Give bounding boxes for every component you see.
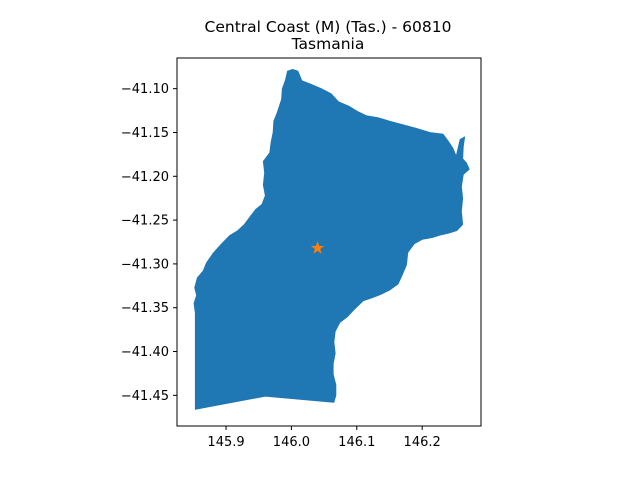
x-tick-label: 146.0 bbox=[273, 435, 310, 450]
y-tick-label: −41.15 bbox=[121, 126, 169, 141]
y-tick-label: −41.20 bbox=[121, 170, 169, 185]
x-tick-label: 146.1 bbox=[338, 435, 375, 450]
x-tick-label: 145.9 bbox=[207, 435, 244, 450]
y-tick-label: −41.30 bbox=[121, 257, 169, 272]
figure-title-line1: Central Coast (M) (Tas.) - 60810 bbox=[205, 18, 452, 36]
y-tick-label: −41.40 bbox=[121, 345, 169, 360]
axes-frame bbox=[176, 57, 482, 427]
x-tick-label: 146.2 bbox=[404, 435, 441, 450]
map-layer bbox=[193, 69, 470, 410]
centroid-star-icon bbox=[310, 241, 325, 254]
y-tick-label: −41.35 bbox=[121, 301, 169, 316]
y-tick-label: −41.25 bbox=[121, 214, 169, 229]
y-tick-label: −41.45 bbox=[121, 389, 169, 404]
y-tick-label: −41.10 bbox=[121, 82, 169, 97]
x-axis: 145.9 146.0 146.1 146.2 bbox=[207, 426, 441, 450]
plot-area bbox=[176, 57, 482, 427]
figure-title-line2: Tasmania bbox=[291, 35, 365, 53]
y-axis: −41.10 −41.15 −41.20 −41.25 −41.30 −41.35 −41.… bbox=[121, 82, 177, 404]
region-polygon bbox=[193, 69, 470, 410]
